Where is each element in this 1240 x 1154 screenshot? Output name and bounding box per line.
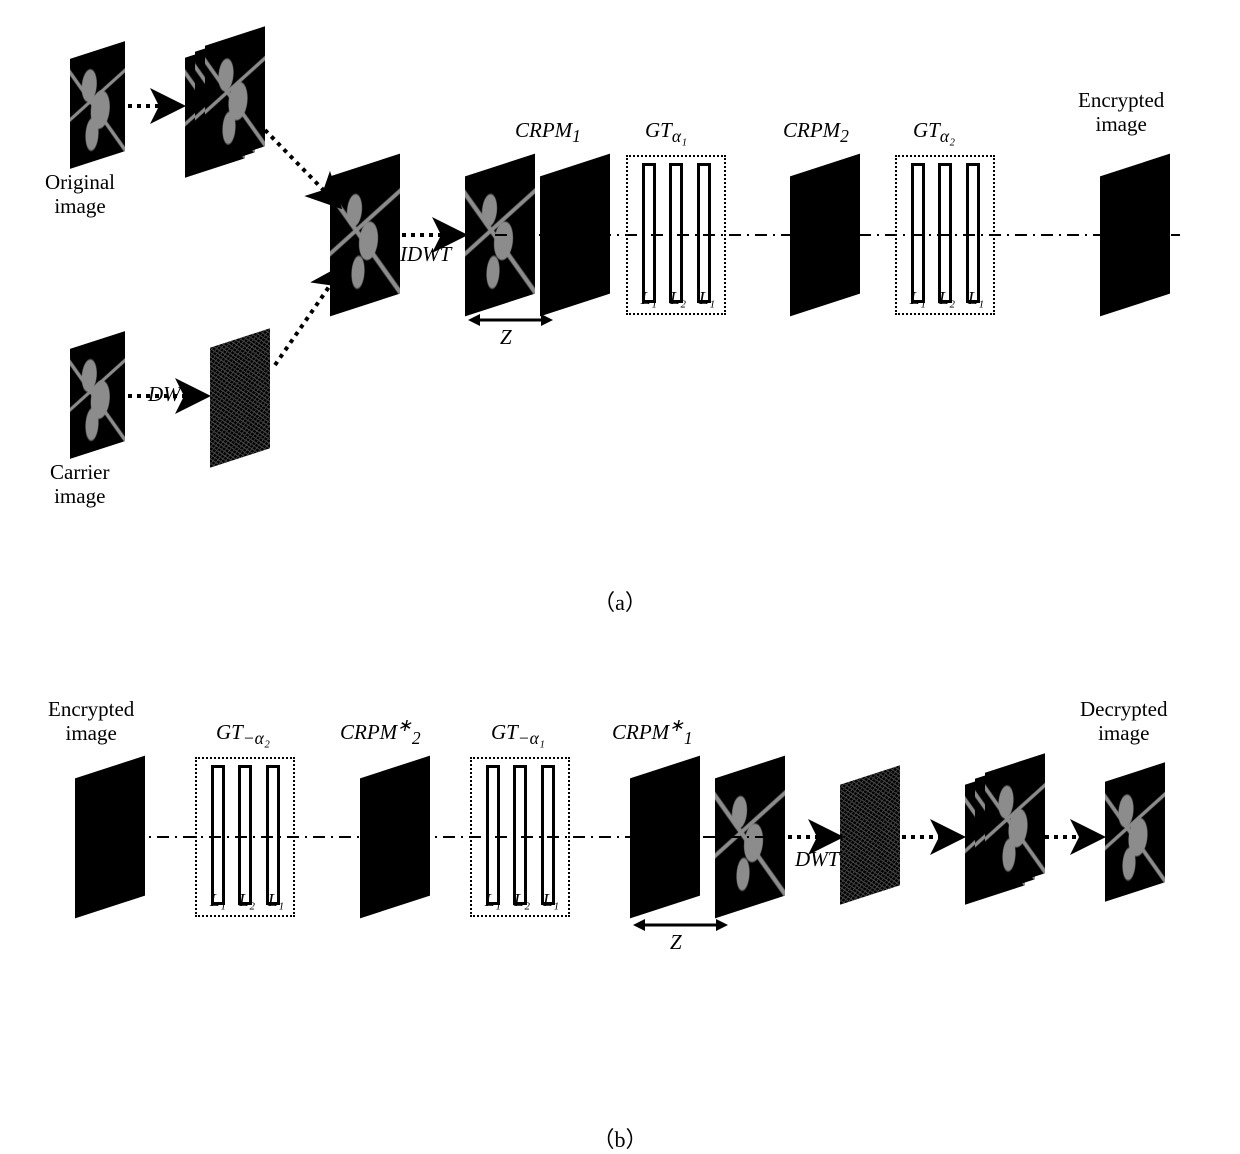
lens-l1 xyxy=(911,163,925,303)
fused-plate xyxy=(330,154,400,317)
carrier-image-plate xyxy=(70,331,125,459)
carrier-image-label: Carrierimage xyxy=(50,460,109,508)
crpm1-label: CRPM1 xyxy=(515,118,581,142)
dwt-output-plate xyxy=(840,765,900,904)
dwt-label-b: DWT xyxy=(795,847,839,871)
caption-a: （a） xyxy=(20,585,1220,617)
gt1-lens-labels: L₁ L₂ L₁ xyxy=(628,288,728,309)
carrier-dwt-plate xyxy=(210,328,270,467)
crpm1star-label: CRPM∗1 xyxy=(612,720,693,744)
dwt-label: DWT xyxy=(148,382,192,406)
lens-l2 xyxy=(669,163,683,303)
lens-l1 xyxy=(642,163,656,303)
crpm2-label: CRPM2 xyxy=(783,118,849,142)
lens-l1b xyxy=(697,163,711,303)
gt2-label: GTα₂ xyxy=(913,118,955,142)
gt-neg2-lens-group: L₁L₂L₁ xyxy=(195,757,295,917)
decryption-diagram: Encryptedimage L₁L₂L₁ GT−α₂ CRPM∗2 L₁L₂L… xyxy=(20,657,1220,1117)
original-image-label: Originalimage xyxy=(45,170,115,218)
decrypted-image-plate xyxy=(1105,762,1165,901)
encryption-diagram: Originalimage Carrierimage L₁ L₂ L₁ L₁ L… xyxy=(20,20,1220,580)
gt2-lens-group: L₁ L₂ L₁ xyxy=(895,155,995,315)
post-propagation-plate xyxy=(715,756,785,919)
encrypted-input-plate xyxy=(75,756,145,919)
caption-b: （b） xyxy=(20,1122,1220,1154)
encrypted-label: Encryptedimage xyxy=(1078,88,1164,136)
gt1-label: GTα₁ xyxy=(645,118,687,142)
crpm2star-label: CRPM∗2 xyxy=(340,720,421,744)
crpm1-plate xyxy=(540,154,610,317)
encrypted-image-plate xyxy=(1100,154,1170,317)
gt-neg1-lens-group: L₁L₂L₁ xyxy=(470,757,570,917)
gt-neg2-label: GT−α₂ xyxy=(216,720,270,744)
crpm2star-plate xyxy=(360,756,430,919)
idwt-plate xyxy=(465,154,535,317)
encrypted-input-label: Encryptedimage xyxy=(48,697,134,745)
z-label-b: Z xyxy=(670,930,682,954)
decrypted-label: Decryptedimage xyxy=(1080,697,1167,745)
crpm2-plate xyxy=(790,154,860,317)
lens-l2 xyxy=(938,163,952,303)
crpm1star-plate xyxy=(630,756,700,919)
gt2-lens-labels: L₁ L₂ L₁ xyxy=(897,288,997,309)
lens-l1b xyxy=(966,163,980,303)
z-label-a: Z xyxy=(500,325,512,349)
idwt-label: IDWT xyxy=(400,242,451,266)
original-image-plate xyxy=(70,41,125,169)
gt-neg1-label: GT−α₁ xyxy=(491,720,545,744)
gt1-lens-group: L₁ L₂ L₁ xyxy=(626,155,726,315)
